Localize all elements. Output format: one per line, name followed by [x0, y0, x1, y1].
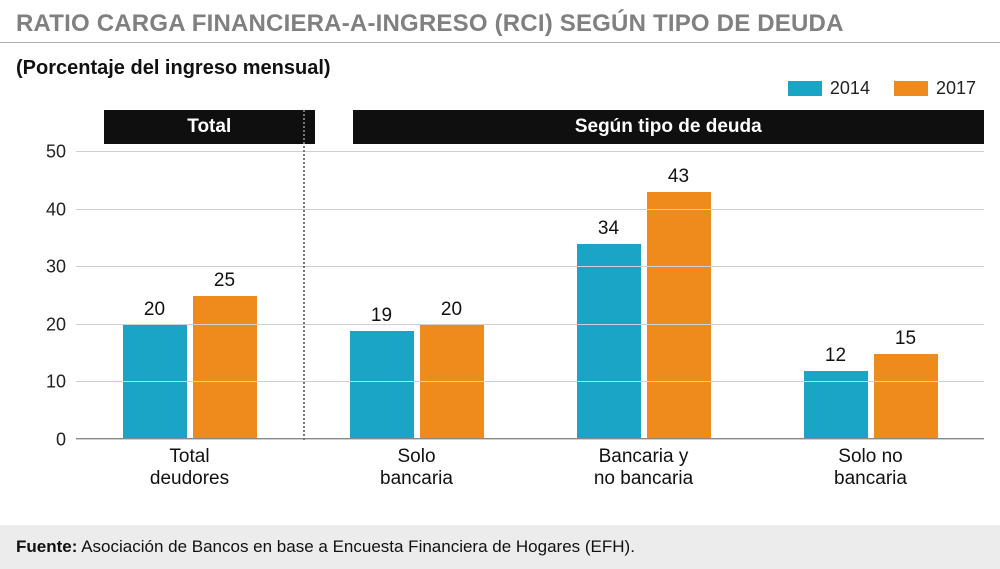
- bar-value-label: 15: [895, 328, 916, 350]
- bar: 20: [420, 325, 484, 440]
- section-header-tipo-label: Según tipo de deuda: [575, 116, 762, 137]
- gridline: [76, 324, 984, 325]
- section-header-tipo: Según tipo de deuda: [353, 110, 985, 144]
- gridline: [76, 209, 984, 210]
- gridline: [76, 439, 984, 440]
- gridline: [76, 266, 984, 267]
- bar: 34: [577, 244, 641, 440]
- y-axis-tick: 40: [26, 199, 76, 220]
- bar: 20: [123, 325, 187, 440]
- y-axis-tick: 20: [26, 314, 76, 335]
- legend-item-2017: 2017: [894, 78, 976, 99]
- section-divider: [303, 110, 305, 440]
- bar-value-label: 12: [825, 345, 846, 367]
- bar: 43: [647, 192, 711, 440]
- legend-label-2017: 2017: [936, 78, 976, 99]
- bar: 19: [350, 331, 414, 440]
- bar: 25: [193, 296, 257, 440]
- chart-area: Total Según tipo de deuda 20251920344312…: [16, 110, 984, 490]
- bar-group: 1920: [303, 152, 530, 440]
- section-header-total: Total: [104, 110, 315, 144]
- y-axis-tick: 10: [26, 372, 76, 393]
- source-text: Asociación de Bancos en base a Encuesta …: [81, 537, 635, 556]
- chart-subtitle: (Porcentaje del ingreso mensual): [0, 51, 1000, 80]
- legend-label-2014: 2014: [830, 78, 870, 99]
- y-axis-tick: 50: [26, 142, 76, 163]
- bar-value-label: 34: [598, 218, 619, 240]
- bar-value-label: 25: [214, 270, 235, 292]
- bar-value-label: 43: [668, 166, 689, 188]
- source-footer: Fuente: Asociación de Bancos en base a E…: [0, 525, 1000, 569]
- bar: 15: [874, 354, 938, 440]
- bar-group: 3443: [530, 152, 757, 440]
- bar-groups: 2025192034431215: [76, 152, 984, 440]
- legend-swatch-2017: [894, 81, 928, 96]
- legend: 2014 2017: [788, 78, 976, 99]
- bar-group: 12 15: [757, 152, 984, 440]
- section-headers: Total Según tipo de deuda: [76, 110, 984, 144]
- chart-title: RATIO CARGA FINANCIERA-A-INGRESO (RCI) S…: [0, 0, 1000, 42]
- chart-container: RATIO CARGA FINANCIERA-A-INGRESO (RCI) S…: [0, 0, 1000, 569]
- x-axis-labels: TotaldeudoresSolobancariaBancaria yno ba…: [76, 442, 984, 490]
- x-axis-label: Totaldeudores: [76, 442, 303, 490]
- legend-item-2014: 2014: [788, 78, 870, 99]
- x-axis-label: Solo nobancaria: [757, 442, 984, 490]
- plot: 2025192034431215 01020304050: [76, 152, 984, 440]
- source-label: Fuente:: [16, 537, 77, 556]
- bar-group: 2025: [76, 152, 303, 440]
- title-rule: [0, 42, 1000, 43]
- gridline: [76, 151, 984, 152]
- gridline: [76, 381, 984, 382]
- x-axis-label: Bancaria yno bancaria: [530, 442, 757, 490]
- legend-swatch-2014: [788, 81, 822, 96]
- section-header-total-label: Total: [187, 116, 231, 137]
- x-axis-label: Solobancaria: [303, 442, 530, 490]
- y-axis-tick: 0: [26, 430, 76, 451]
- bar-value-label: 20: [441, 299, 462, 321]
- bar-value-label: 20: [144, 299, 165, 321]
- y-axis-tick: 30: [26, 257, 76, 278]
